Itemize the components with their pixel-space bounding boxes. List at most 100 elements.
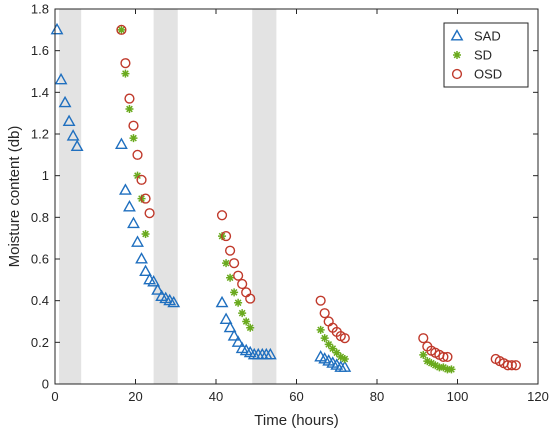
x-tick-label: 20 <box>128 389 142 404</box>
data-point-sad <box>219 312 233 324</box>
data-point-sad <box>338 360 352 372</box>
data-point-sad <box>263 347 277 360</box>
legend-marker-osd <box>451 68 463 80</box>
data-point-osd <box>502 360 513 371</box>
x-axis-label: Time (hours) <box>254 412 338 429</box>
data-point-osd <box>319 308 330 319</box>
shaded-band-1 <box>59 9 82 384</box>
y-tick-label: 1.2 <box>31 127 49 142</box>
data-point-sd <box>246 323 255 332</box>
data-point-sd <box>234 298 243 307</box>
y-tick-label: 0.2 <box>31 335 49 350</box>
y-axis-label: Moisture content (db) <box>6 126 23 268</box>
data-point-sad <box>50 22 64 35</box>
data-point-osd <box>506 360 517 371</box>
data-point-sad <box>127 216 140 229</box>
y-axis-ticks: 0 0.2 0.4 0.6 0.8 1 1.2 1.4 1.6 1.8 <box>31 2 538 392</box>
data-point-osd <box>237 278 248 290</box>
data-point-sd <box>141 230 150 238</box>
data-point-sad <box>54 72 68 85</box>
legend: SAD SD OSD <box>443 22 529 88</box>
data-point-sad <box>215 295 229 308</box>
data-point-sad <box>135 252 148 264</box>
data-point-sd <box>238 309 247 318</box>
y-tick-label: 0 <box>42 377 49 392</box>
shaded-band-2 <box>153 9 178 384</box>
data-point-osd <box>116 24 127 35</box>
series-sad <box>50 22 352 372</box>
x-tick-label: 80 <box>370 389 384 404</box>
data-point-sd <box>336 352 345 361</box>
plot-series <box>50 22 521 374</box>
data-point-sd <box>129 134 138 143</box>
data-point-osd <box>418 333 429 344</box>
data-point-osd <box>315 295 326 306</box>
x-tick-label: 60 <box>289 389 303 404</box>
data-point-sd <box>230 288 239 297</box>
data-point-sd <box>316 325 325 334</box>
data-point-sd <box>328 344 337 353</box>
data-point-sd <box>431 361 440 370</box>
data-point-sd <box>117 25 126 34</box>
data-point-osd <box>339 333 350 344</box>
x-tick-label: 100 <box>447 389 469 404</box>
data-point-sd <box>324 340 333 349</box>
data-point-sad <box>119 183 132 195</box>
data-point-osd <box>216 210 228 221</box>
data-point-sad <box>227 329 241 341</box>
legend-marker-sd <box>453 51 461 59</box>
shaded-band-3 <box>252 9 277 384</box>
y-tick-label: 0.4 <box>31 293 49 308</box>
data-point-sd <box>427 359 436 368</box>
data-point-sad <box>114 137 128 149</box>
data-point-sd <box>222 259 231 268</box>
data-point-sd <box>423 357 432 366</box>
data-point-sad <box>147 274 161 287</box>
data-point-sd <box>320 334 329 343</box>
y-tick-label: 1 <box>42 168 49 183</box>
data-point-sad <box>151 283 165 295</box>
data-point-sad <box>131 235 144 247</box>
data-point-osd <box>120 58 131 69</box>
data-point-osd <box>128 120 139 131</box>
data-point-sd <box>121 69 130 78</box>
legend-label-sd: SD <box>474 48 492 63</box>
data-point-sd <box>340 355 349 363</box>
data-point-osd <box>233 270 244 281</box>
x-tick-label: 40 <box>209 389 223 404</box>
legend-label-osd: OSD <box>474 67 502 82</box>
data-point-osd <box>442 351 453 363</box>
x-tick-label: 0 <box>51 389 58 404</box>
y-tick-label: 0.8 <box>31 210 49 225</box>
legend-label-sad: SAD <box>474 29 501 44</box>
data-point-sd <box>242 317 251 326</box>
data-point-osd <box>124 93 135 104</box>
y-tick-label: 0.6 <box>31 252 49 267</box>
data-point-sad <box>231 335 245 347</box>
data-point-sd <box>419 350 428 359</box>
data-point-sad <box>139 264 152 277</box>
x-tick-label: 120 <box>527 389 549 404</box>
data-point-sad <box>123 199 136 212</box>
data-point-sd <box>435 363 444 372</box>
data-point-sd <box>447 365 456 374</box>
data-point-osd <box>224 245 236 256</box>
data-point-sd <box>125 105 134 113</box>
data-point-osd <box>220 230 232 242</box>
data-point-osd <box>245 293 256 304</box>
data-point-sd <box>439 363 448 372</box>
y-tick-label: 1.8 <box>31 2 49 17</box>
data-point-sad <box>223 320 237 333</box>
y-tick-label: 1.4 <box>31 85 49 100</box>
legend-marker-sad <box>450 29 464 41</box>
data-point-sad <box>58 95 72 108</box>
data-point-sad <box>70 139 84 152</box>
data-point-osd <box>510 360 521 371</box>
series-osd <box>116 24 521 371</box>
data-point-osd <box>140 193 151 204</box>
data-point-osd <box>136 174 147 185</box>
y-tick-label: 1.6 <box>31 43 49 58</box>
data-point-osd <box>438 351 449 363</box>
data-point-sd <box>332 348 341 357</box>
